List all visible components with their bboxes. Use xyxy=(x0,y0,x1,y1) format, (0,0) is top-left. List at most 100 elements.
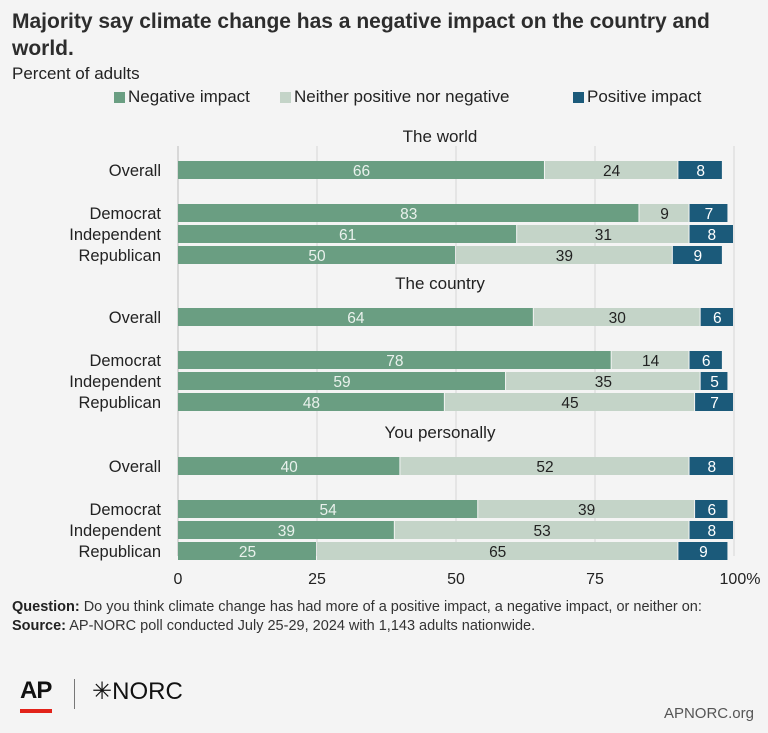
bar-segment xyxy=(178,457,400,475)
data-label: 25 xyxy=(239,544,256,561)
data-label: 48 xyxy=(303,395,320,412)
legend-label: Negative impact xyxy=(128,87,250,106)
data-label: 6 xyxy=(707,502,716,519)
question-label: Question: xyxy=(12,599,80,615)
data-label: 78 xyxy=(386,353,403,370)
row-label: Democrat xyxy=(89,205,161,223)
chart-subtitle: Percent of adults xyxy=(12,64,140,83)
data-label: 9 xyxy=(699,544,708,561)
data-label: 6 xyxy=(702,353,711,370)
bar-segment xyxy=(689,225,733,243)
data-label: 53 xyxy=(534,523,551,540)
legend-label: Positive impact xyxy=(587,87,702,106)
legend-label: Neither positive nor negative xyxy=(294,87,509,106)
bar-segment xyxy=(478,500,695,518)
bar-segment xyxy=(444,393,695,411)
row-label: Democrat xyxy=(89,501,161,519)
bar-segment xyxy=(639,204,689,222)
bar-segment xyxy=(456,246,672,264)
bar-segment xyxy=(533,308,700,326)
x-tick-label: 100% xyxy=(720,571,761,586)
data-label: 31 xyxy=(595,227,612,244)
bar-segment xyxy=(178,225,517,243)
x-tick-label: 75 xyxy=(586,571,604,586)
data-label: 52 xyxy=(536,459,553,476)
data-label: 8 xyxy=(696,163,705,180)
bar-segment xyxy=(689,204,728,222)
data-label: 59 xyxy=(333,374,350,391)
row-label: Independent xyxy=(69,522,161,540)
bar-segment xyxy=(178,372,506,390)
legend-swatch xyxy=(114,92,125,103)
data-label: 8 xyxy=(707,459,716,476)
x-tick-label: 0 xyxy=(174,571,183,586)
bar-segment xyxy=(611,351,689,369)
bar-segment xyxy=(689,351,722,369)
legend-swatch xyxy=(573,92,584,103)
bar-segment xyxy=(517,225,689,243)
row-label: Republican xyxy=(78,394,161,412)
group-title: The country xyxy=(395,274,485,293)
bar-segment xyxy=(672,246,722,264)
bar-segment xyxy=(689,521,733,539)
row-label: Independent xyxy=(69,226,161,244)
bar-chart: Negative impact Neither positive nor nega… xyxy=(69,87,761,586)
group-title: You personally xyxy=(385,423,496,442)
bar-segment xyxy=(695,500,728,518)
data-label: 30 xyxy=(609,310,627,327)
data-label: 35 xyxy=(595,374,612,391)
bar-segment xyxy=(700,308,733,326)
data-label: 39 xyxy=(556,248,573,265)
bar-segment xyxy=(178,246,455,264)
data-label: 8 xyxy=(707,227,716,244)
row-label: Overall xyxy=(109,458,161,476)
data-label: 9 xyxy=(694,248,703,265)
question-note: Question: Do you think climate change ha… xyxy=(12,598,757,617)
bar-segment xyxy=(178,308,533,326)
data-label: 50 xyxy=(308,248,326,265)
bar-segment xyxy=(689,457,733,475)
data-label: 54 xyxy=(319,502,337,519)
x-tick-label: 25 xyxy=(308,571,326,586)
bar-segment xyxy=(317,542,678,560)
source-note: Source: AP-NORC poll conducted July 25-2… xyxy=(12,617,757,636)
data-label: 6 xyxy=(713,310,722,327)
ap-logo: AP xyxy=(20,677,52,704)
data-label: 61 xyxy=(339,227,356,244)
data-label: 5 xyxy=(710,374,719,391)
data-label: 83 xyxy=(400,206,417,223)
row-label: Democrat xyxy=(89,352,161,370)
row-label: Republican xyxy=(78,247,161,265)
data-label: 45 xyxy=(561,395,578,412)
row-label: Republican xyxy=(78,543,161,561)
legend-swatch xyxy=(280,92,291,103)
data-label: 40 xyxy=(281,459,299,476)
data-label: 24 xyxy=(603,163,621,180)
source-label: Source: xyxy=(12,618,66,634)
chart-notes: Question: Do you think climate change ha… xyxy=(12,598,757,636)
bar-segment xyxy=(178,351,611,369)
bar-segment xyxy=(178,161,544,179)
row-label: Overall xyxy=(109,162,161,180)
row-label: Overall xyxy=(109,309,161,327)
data-label: 7 xyxy=(705,206,714,223)
data-label: 8 xyxy=(707,523,716,540)
bar-segment xyxy=(178,204,639,222)
question-text: Do you think climate change has had more… xyxy=(83,599,702,615)
group-title: The world xyxy=(403,127,478,146)
bar-segment xyxy=(178,393,444,411)
data-label: 14 xyxy=(642,353,660,370)
chart-title: Majority say climate change has a negati… xyxy=(12,10,710,60)
bar-segment xyxy=(178,542,316,560)
bar-segment xyxy=(678,161,722,179)
bar-segment xyxy=(695,393,733,411)
bar-segment xyxy=(400,457,689,475)
logo-divider xyxy=(74,679,75,709)
ap-logo-underline xyxy=(20,709,52,713)
bar-segment xyxy=(544,161,678,179)
bar-segment xyxy=(506,372,700,390)
norc-logo: ✳NORC xyxy=(92,678,183,705)
row-label: Independent xyxy=(69,373,161,391)
credit-text: APNORC.org xyxy=(663,705,754,722)
bar-segment xyxy=(178,521,394,539)
